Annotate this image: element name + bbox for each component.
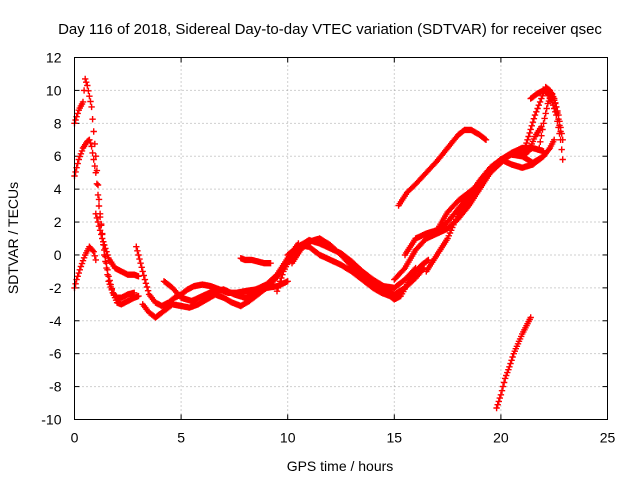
data-series-15 xyxy=(423,136,558,275)
y-tick-label: 0 xyxy=(54,247,62,263)
x-tick-label: 0 xyxy=(71,430,79,446)
y-tick-label: 8 xyxy=(54,115,62,131)
data-series-4 xyxy=(92,210,142,280)
plot-frame xyxy=(74,57,608,420)
y-tick-label: -10 xyxy=(41,412,61,428)
y-tick-label: 10 xyxy=(46,82,62,98)
x-tick-label: 25 xyxy=(600,430,616,446)
x-tick-label: 10 xyxy=(280,430,296,446)
data-point-markers xyxy=(395,126,490,209)
y-tick-label: -4 xyxy=(49,313,62,329)
data-series-12 xyxy=(395,126,490,209)
y-tick-label: 6 xyxy=(54,148,62,164)
data-point-markers xyxy=(519,123,545,160)
x-tick-labels: 0 5 10 15 20 25 xyxy=(71,430,616,446)
data-point-markers xyxy=(536,90,564,152)
data-point-markers xyxy=(160,278,291,305)
chart-title: Day 116 of 2018, Sidereal Day-to-day VTE… xyxy=(58,21,602,38)
y-tick-label: -6 xyxy=(49,346,62,362)
data-series-16 xyxy=(433,144,547,234)
data-point-markers xyxy=(493,314,534,412)
y-tick-label: 12 xyxy=(46,50,62,66)
y-tick-label: 4 xyxy=(54,181,62,197)
data-point-markers xyxy=(423,136,558,275)
data-point-markers xyxy=(433,144,547,234)
data-point-markers xyxy=(237,255,274,267)
data-point-markers xyxy=(71,243,99,292)
data-series-7 xyxy=(160,278,291,305)
y-tick-label: 2 xyxy=(54,214,62,230)
data-point-markers xyxy=(288,235,428,298)
grid-lines xyxy=(74,57,608,420)
data-series-17 xyxy=(493,314,534,412)
y-axis-label: SDTVAR / TECUs xyxy=(5,182,21,294)
x-axis-label: GPS time / hours xyxy=(287,458,394,474)
data-series-21 xyxy=(519,123,545,160)
data-point-markers xyxy=(92,210,142,280)
x-tick-label: 5 xyxy=(177,430,185,446)
x-tick-label: 15 xyxy=(387,430,403,446)
data-series-3 xyxy=(71,243,99,292)
data-series-8 xyxy=(237,255,274,267)
axis-ticks xyxy=(74,57,608,420)
data-points xyxy=(71,75,566,412)
x-tick-label: 20 xyxy=(493,430,509,446)
y-tick-label: -2 xyxy=(49,280,62,296)
y-tick-labels: -10 -8 -6 -4 -2 0 2 4 6 8 10 12 xyxy=(41,50,61,428)
y-tick-label: -8 xyxy=(49,379,62,395)
data-series-11 xyxy=(288,235,428,298)
data-series-20 xyxy=(536,90,564,152)
